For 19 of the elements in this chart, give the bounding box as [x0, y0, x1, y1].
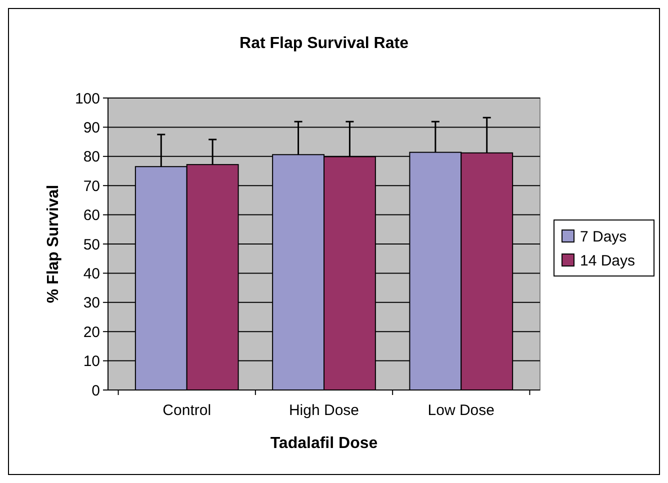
- y-tick-label: 50: [83, 236, 100, 254]
- y-tick-label: 70: [83, 178, 100, 195]
- y-tick-label: 20: [83, 324, 100, 341]
- y-tick-label: 30: [83, 294, 100, 312]
- y-tick-label: 40: [83, 265, 100, 282]
- y-tick-label: 80: [83, 148, 100, 166]
- y-axis-title: % Flap Survival: [45, 184, 62, 304]
- y-tick-label: 60: [83, 207, 100, 224]
- y-tick-label: 100: [74, 90, 100, 108]
- legend-label: 7 Days: [580, 228, 627, 246]
- y-tick-label: 10: [83, 353, 100, 370]
- x-tick-label: Low Dose: [428, 402, 494, 419]
- chart-title: Rat Flap Survival Rate: [240, 35, 409, 52]
- y-tick-label: 0: [92, 382, 100, 400]
- x-tick-label: Control: [162, 402, 212, 419]
- x-axis-title: Tadalafil Dose: [270, 435, 378, 452]
- y-tick-label: 90: [83, 119, 100, 136]
- legend-label: 14 Days: [580, 252, 636, 270]
- x-tick-label: High Dose: [288, 402, 360, 419]
